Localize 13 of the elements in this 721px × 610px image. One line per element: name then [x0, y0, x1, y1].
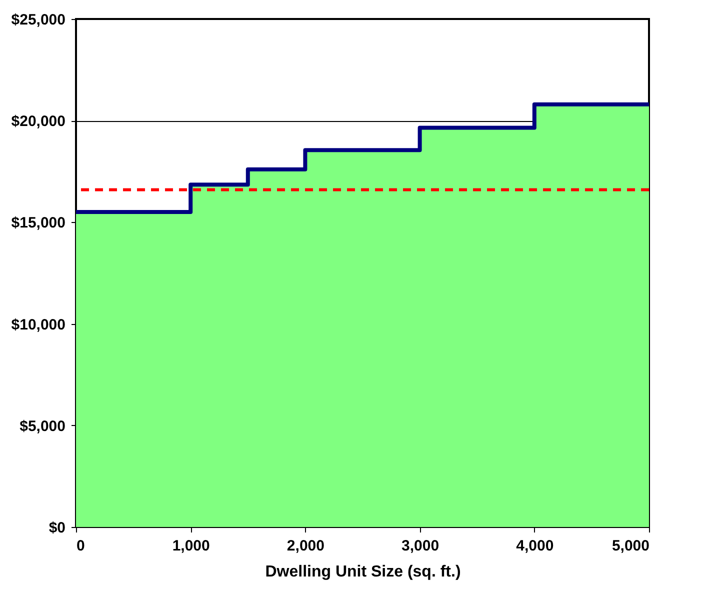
x-tick-label: 4,000: [516, 538, 554, 554]
y-tick-label: $25,000: [11, 12, 66, 28]
x-tick-label: 2,000: [286, 538, 324, 554]
y-tick-label: $15,000: [11, 214, 66, 232]
y-tick-label: $10,000: [11, 316, 66, 334]
x-axis-title: Dwelling Unit Size (sq. ft.): [265, 564, 461, 580]
y-tick-label: $0: [48, 520, 66, 536]
x-tick-label: 1,000: [172, 538, 210, 554]
x-tick-label: 0: [76, 538, 85, 554]
y-tick-label: $5,000: [20, 418, 66, 435]
y-tick-label: $20,000: [11, 113, 66, 130]
x-tick-label: 5,000: [612, 538, 650, 554]
x-tick-label: 3,000: [402, 538, 440, 554]
